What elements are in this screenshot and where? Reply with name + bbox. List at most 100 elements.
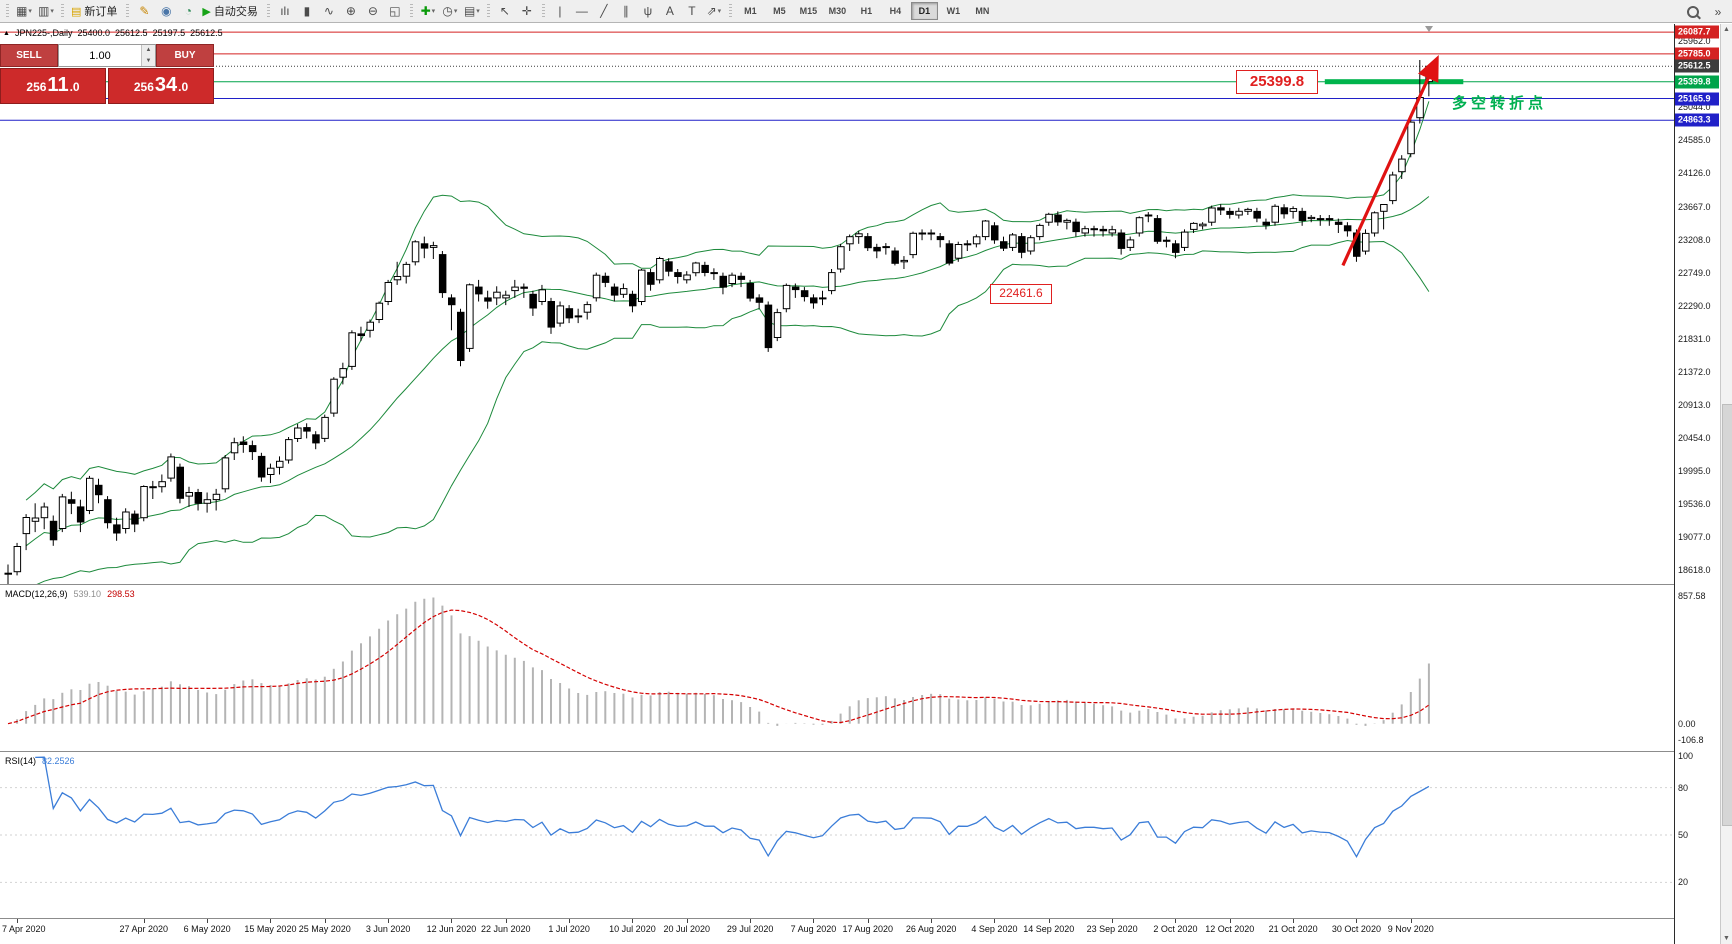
- toolbar-grip[interactable]: [61, 3, 64, 19]
- date-axis[interactable]: 7 Apr 2020 27 Apr 2020 6 May 2020 15 May 20…: [0, 919, 1674, 944]
- price-axis[interactable]: 25962.0 25044.0 24585.0 24126.0 23667.0 23208…: [1675, 24, 1720, 944]
- date-axis-label: 12 Jun 2020: [426, 924, 477, 934]
- date-tick: [867, 919, 869, 923]
- price-marker-badge: 24863.3: [1675, 113, 1719, 127]
- toolbar-grip[interactable]: [541, 3, 545, 19]
- price-marker-badge: 25399.8: [1675, 75, 1719, 89]
- sell-price[interactable]: 256 11.0: [0, 68, 106, 104]
- timeframe-m30[interactable]: M30: [828, 6, 847, 16]
- rsi-name: RSI(14): [5, 756, 37, 766]
- date-tick: [994, 919, 996, 923]
- symbol-label: JPN225-,Daily: [14, 28, 73, 38]
- zoom-out-icon[interactable]: ⊖: [367, 4, 378, 18]
- rsi-pane-separator[interactable]: [0, 751, 1732, 752]
- scroll-down-icon[interactable]: ▼: [1723, 935, 1730, 942]
- date-tick: [1410, 919, 1412, 923]
- toolbar-overflow-icon[interactable]: »: [1714, 4, 1722, 19]
- rsi-pane[interactable]: [0, 752, 1674, 918]
- date-tick: [324, 919, 326, 923]
- trendline-icon[interactable]: ╱: [600, 4, 608, 18]
- macd-pane[interactable]: [0, 585, 1674, 751]
- macd-main-value: 539.10: [73, 589, 102, 599]
- text-icon[interactable]: A: [665, 4, 674, 18]
- timeframe-m1[interactable]: M1: [744, 6, 757, 16]
- price-axis-label: 22290.0: [1678, 300, 1711, 311]
- channel-icon[interactable]: ∥: [622, 4, 629, 18]
- toolbar-grip[interactable]: [409, 3, 413, 19]
- crosshair-icon[interactable]: ✛: [521, 4, 532, 18]
- date-axis-label: 30 Oct 2020: [1331, 924, 1381, 934]
- price-marker-badge: 26087.7: [1675, 25, 1719, 39]
- timeframe-m5[interactable]: M5: [773, 6, 786, 16]
- toolbar-grip[interactable]: [6, 3, 9, 19]
- scroll-up-icon[interactable]: ▲: [1723, 26, 1730, 33]
- price-axis-label: 21831.0: [1678, 333, 1711, 344]
- metaeditor-icon[interactable]: ✎: [139, 4, 150, 18]
- buy-price[interactable]: 256 34.0: [108, 68, 214, 104]
- date-axis-label: 7 Aug 2020: [790, 924, 837, 934]
- macd-axis-label: 0.00: [1678, 718, 1696, 729]
- vertical-scrollbar[interactable]: ▲ ▼: [1720, 24, 1732, 944]
- pitchfork-icon[interactable]: ψ: [643, 4, 653, 18]
- toolbar-grip[interactable]: [728, 3, 732, 19]
- macd-pane-separator[interactable]: [0, 584, 1732, 585]
- rsi-axis-label: 20: [1678, 877, 1689, 888]
- rsi-value: 82.2526: [42, 756, 75, 766]
- ohlc-low: 25197.5: [152, 28, 186, 38]
- toolbar-right-group: »: [1687, 0, 1729, 23]
- timeframe-w1[interactable]: W1: [946, 6, 961, 16]
- profiles-icon[interactable]: ▥ ▾: [38, 4, 54, 18]
- date-tick: [1356, 919, 1358, 923]
- candlestick-icon[interactable]: ▮: [303, 4, 311, 18]
- volume-decrease-button[interactable]: ▼: [142, 55, 155, 66]
- line-chart-icon[interactable]: ∿: [323, 4, 334, 18]
- arrows-icon[interactable]: ⇗ ▾: [706, 4, 722, 18]
- timeframe-mn[interactable]: MN: [975, 6, 990, 16]
- timeframe-m15[interactable]: M15: [799, 6, 818, 16]
- volume-increase-button[interactable]: ▲: [142, 45, 155, 56]
- turning-point-note[interactable]: 多空转折点: [1452, 95, 1548, 112]
- templates-icon[interactable]: ▤ ▾: [463, 4, 480, 18]
- price-axis-label: 24126.0: [1678, 168, 1711, 179]
- periods-icon[interactable]: ◷ ▾: [442, 4, 458, 18]
- cursor-icon[interactable]: ↖: [499, 4, 510, 18]
- toolbar-grip[interactable]: [486, 3, 490, 19]
- sell-button[interactable]: SELL: [0, 44, 58, 67]
- buy-button[interactable]: BUY: [156, 44, 214, 67]
- alerts-icon[interactable]: ◉: [161, 4, 172, 18]
- price-level-annotation-2[interactable]: 22461.6: [990, 284, 1052, 304]
- new-chart-icon[interactable]: ▦ ▾: [16, 4, 32, 18]
- scrollbar-thumb[interactable]: [1722, 404, 1732, 826]
- timeframe-h4[interactable]: H4: [889, 6, 902, 16]
- indicators-icon[interactable]: ✚ ▾: [420, 4, 436, 18]
- price-axis-label: 18618.0: [1678, 565, 1711, 576]
- vertical-line-icon[interactable]: |: [558, 4, 562, 18]
- date-tick: [1112, 919, 1114, 923]
- date-axis-label: 4 Sep 2020: [971, 924, 1018, 934]
- new-order-button[interactable]: ▤ 新订单: [71, 5, 118, 19]
- date-axis-label: 12 Oct 2020: [1205, 924, 1255, 934]
- price-axis-label: 22749.0: [1678, 267, 1711, 278]
- main-chart[interactable]: [0, 24, 1674, 584]
- price-axis-label: 19536.0: [1678, 499, 1711, 510]
- date-axis-label: 29 Jul 2020: [726, 924, 774, 934]
- search-icon[interactable]: [1687, 5, 1699, 18]
- tile-windows-icon[interactable]: ◱: [389, 4, 401, 18]
- zoom-in-icon[interactable]: ⊕: [345, 4, 356, 18]
- toolbar-grip[interactable]: [266, 3, 270, 19]
- date-axis-label: 14 Sep 2020: [1023, 924, 1075, 934]
- bar-chart-icon[interactable]: ılı: [280, 4, 290, 18]
- date-axis-label: 9 Nov 2020: [1387, 924, 1434, 934]
- horizontal-line-icon[interactable]: —: [575, 4, 588, 18]
- date-axis-label: 15 May 2020: [244, 924, 297, 934]
- news-icon[interactable]: ◔: [184, 4, 193, 18]
- timeframe-h1[interactable]: H1: [860, 6, 873, 16]
- autotrading-button[interactable]: ▶ 自动交易: [202, 5, 258, 19]
- volume-input[interactable]: [59, 45, 141, 66]
- timeframe-d1[interactable]: D1: [910, 2, 938, 20]
- date-tick: [17, 919, 19, 923]
- one-click-collapse-icon[interactable]: ▲: [3, 29, 10, 37]
- price-level-annotation[interactable]: 25399.8: [1236, 70, 1318, 94]
- toolbar-grip[interactable]: [126, 3, 130, 19]
- label-icon[interactable]: T: [688, 4, 696, 18]
